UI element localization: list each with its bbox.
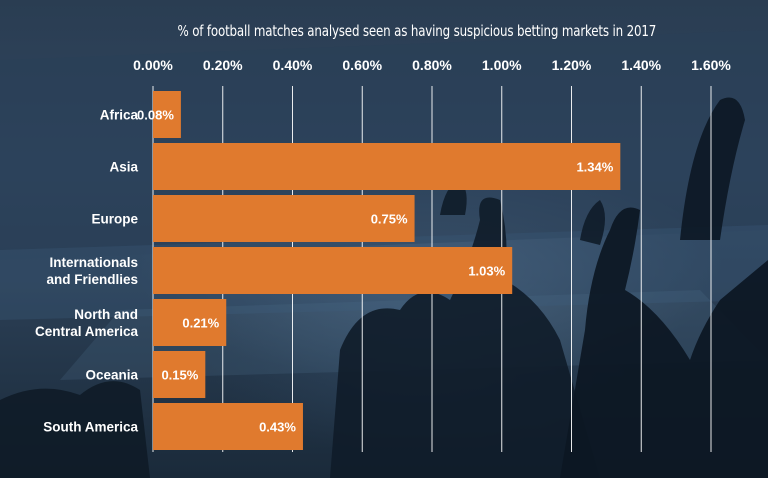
- x-tick-label: 0.20%: [203, 57, 243, 73]
- category-label: Africa: [100, 108, 139, 123]
- bar: [153, 143, 621, 190]
- bar: [153, 195, 415, 242]
- category-labels: Africa Asia Europe Internationals and Friend…: [35, 108, 139, 435]
- x-tick-label: 0.40%: [273, 57, 313, 73]
- bar: [153, 91, 181, 138]
- category-label: North and: [74, 307, 138, 322]
- x-tick-label: 1.20%: [552, 57, 592, 73]
- bar: [153, 247, 513, 294]
- value-label: 0.08%: [137, 108, 174, 123]
- category-label: Europe: [91, 212, 138, 227]
- value-label: 1.03%: [468, 264, 505, 279]
- category-label: Asia: [109, 160, 138, 175]
- bars: [153, 91, 621, 450]
- bar: [153, 403, 303, 450]
- value-label: 0.75%: [371, 212, 408, 227]
- bar: [153, 351, 206, 398]
- value-label: 0.43%: [259, 420, 296, 435]
- category-label: South America: [43, 420, 138, 435]
- value-label: 0.21%: [182, 316, 219, 331]
- x-tick-label: 1.40%: [621, 57, 661, 73]
- x-tick-label: 0.80%: [412, 57, 452, 73]
- chart-title: % of football matches analysed seen as h…: [177, 22, 657, 40]
- category-label: Central America: [35, 324, 139, 339]
- category-label: Internationals: [49, 255, 138, 270]
- value-label: 0.15%: [161, 368, 198, 383]
- x-tick-label: 1.00%: [482, 57, 522, 73]
- category-label: and Friendlies: [46, 272, 138, 287]
- value-label: 1.34%: [576, 160, 613, 175]
- x-tick-label: 1.60%: [691, 57, 731, 73]
- x-axis-ticks: 0.00% 0.20% 0.40% 0.60% 0.80% 1.00% 1.20% 1.40%…: [133, 57, 731, 73]
- value-labels: 0.08% 1.34% 0.75% 1.03% 0.21% 0.15% 0.43%: [137, 108, 614, 435]
- x-tick-label: 0.00%: [133, 57, 173, 73]
- x-tick-label: 0.60%: [342, 57, 382, 73]
- category-label: Oceania: [85, 368, 138, 383]
- bar: [153, 299, 227, 346]
